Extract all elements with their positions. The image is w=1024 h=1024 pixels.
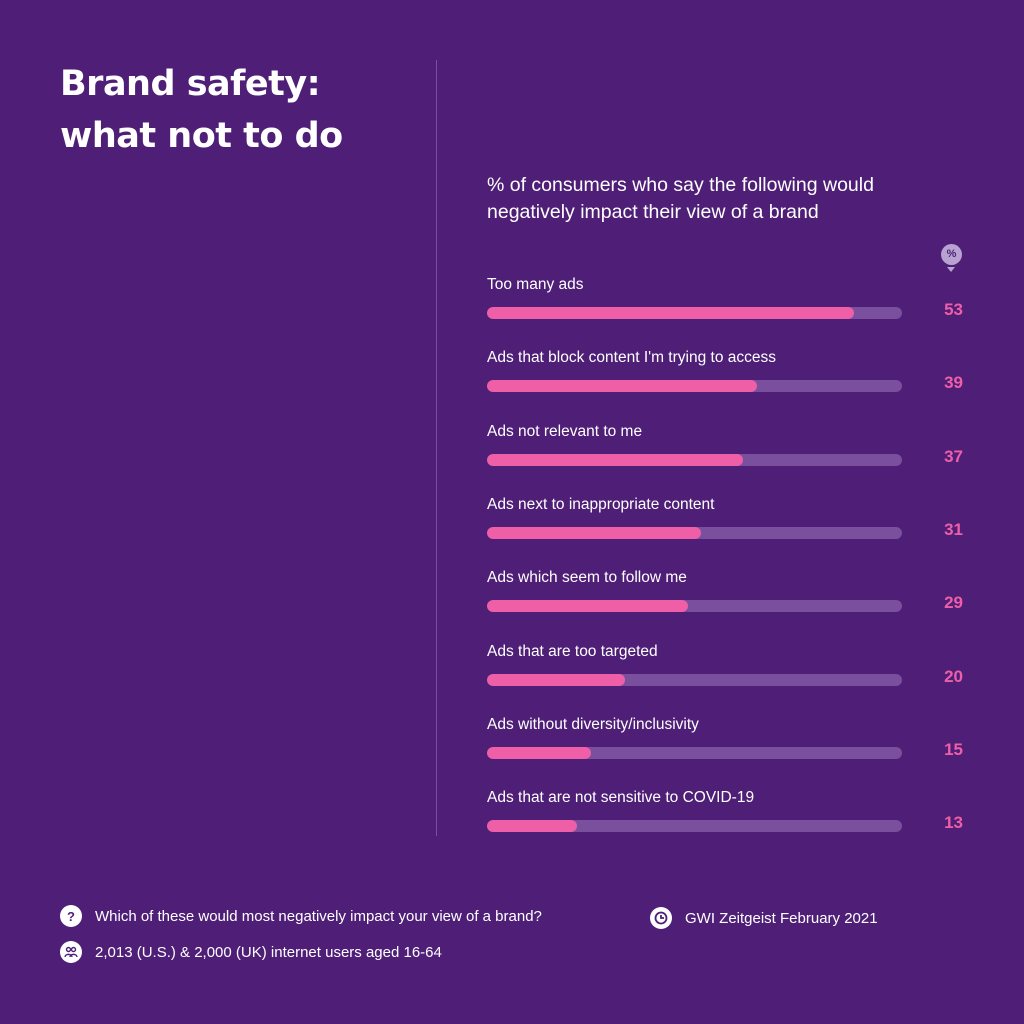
gwi-logo-icon — [650, 907, 672, 929]
footer-audience-text: 2,013 (U.S.) & 2,000 (UK) internet users… — [95, 943, 442, 961]
bar-value-label: 20 — [944, 666, 963, 686]
bar — [487, 453, 743, 466]
footer-audience: 2,013 (U.S.) & 2,000 (UK) internet users… — [60, 941, 442, 963]
bar-track — [487, 673, 902, 686]
footer-source-text: GWI Zeitgeist February 2021 — [685, 909, 878, 927]
bar-row: Ads not relevant to me 37 — [487, 417, 977, 477]
bar-track — [487, 307, 902, 319]
vertical-divider — [436, 60, 437, 836]
bar-row: Ads that are too targeted 20 — [487, 637, 977, 697]
bar-row: Ads which seem to follow me 29 — [487, 563, 977, 623]
bar-value-label: 29 — [944, 593, 963, 613]
question-icon: ? — [60, 905, 82, 927]
bar-row: Ads that block content I'm trying to acc… — [487, 343, 977, 403]
bar-track — [487, 380, 902, 393]
bar-value-label: 31 — [944, 519, 963, 539]
bar — [487, 673, 626, 686]
bar-value-label: 37 — [944, 446, 963, 466]
chart-subtitle-line-1: % of consumers who say the following wou… — [487, 174, 874, 196]
bar-row: Too many ads 53 — [487, 270, 977, 330]
bar-track — [487, 600, 902, 613]
bar-chart: Too many ads 53 Ads that block content I'm… — [487, 270, 977, 850]
bar-label: Ads that are too targeted — [487, 642, 658, 660]
bar-value-label: 39 — [944, 373, 963, 393]
chart-subtitle: % of consumers who say the following wou… — [487, 172, 967, 226]
bar-track — [487, 526, 902, 539]
bar-label: Ads that are not sensitive to COVID-19 — [487, 789, 755, 807]
bar-label: Ads without diversity/inclusivity — [487, 715, 699, 733]
bar-value-label: 13 — [944, 813, 963, 833]
bar-label: Ads next to inappropriate content — [487, 495, 715, 513]
bar — [487, 526, 702, 539]
percent-unit-badge: % — [941, 244, 962, 272]
bar-value-label: 15 — [944, 739, 963, 759]
footer-question: ? Which of these would most negatively i… — [60, 905, 542, 927]
bar — [487, 380, 757, 393]
chart-subtitle-line-2: negatively impact their view of a brand — [487, 201, 819, 223]
people-icon — [60, 941, 82, 963]
bar-row: Ads that are not sensitive to COVID-19 13 — [487, 783, 977, 843]
page-title-line-2: what not to do — [60, 116, 343, 156]
bar — [487, 820, 577, 833]
bar-track — [487, 746, 902, 759]
bar-label: Too many ads — [487, 276, 584, 293]
bar — [487, 746, 591, 759]
bar-value-label: 53 — [944, 300, 963, 319]
bar-track — [487, 453, 902, 466]
bar — [487, 307, 854, 319]
bar-row: Ads without diversity/inclusivity 15 — [487, 710, 977, 770]
footer-question-text: Which of these would most negatively imp… — [95, 907, 542, 925]
bar-label: Ads not relevant to me — [487, 422, 643, 440]
page-title-line-1: Brand safety: — [60, 64, 321, 104]
footer-source: GWI Zeitgeist February 2021 — [650, 907, 878, 929]
bar-track — [487, 820, 902, 833]
bar-label: Ads which seem to follow me — [487, 569, 687, 587]
page-title: Brand safety: what not to do — [60, 58, 420, 162]
bar-label: Ads that block content I'm trying to acc… — [487, 349, 776, 367]
bar-row: Ads next to inappropriate content 31 — [487, 490, 977, 550]
bar — [487, 600, 688, 613]
